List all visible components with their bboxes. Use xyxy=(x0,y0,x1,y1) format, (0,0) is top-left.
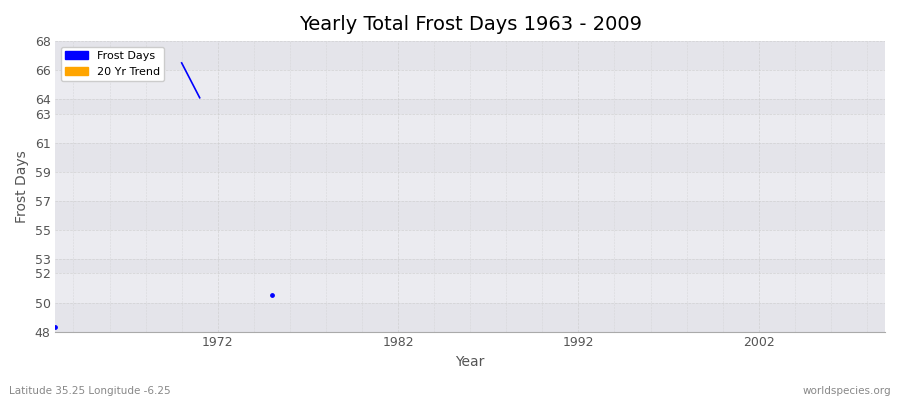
Bar xyxy=(56,41,885,70)
Text: worldspecies.org: worldspecies.org xyxy=(803,386,891,396)
Title: Yearly Total Frost Days 1963 - 2009: Yearly Total Frost Days 1963 - 2009 xyxy=(299,15,642,34)
Bar xyxy=(56,172,885,201)
Bar xyxy=(56,302,885,332)
Bar xyxy=(56,99,885,114)
Y-axis label: Frost Days: Frost Days xyxy=(15,150,29,223)
Point xyxy=(49,324,63,330)
Bar xyxy=(56,274,885,302)
Text: Latitude 35.25 Longitude -6.25: Latitude 35.25 Longitude -6.25 xyxy=(9,386,171,396)
Legend: Frost Days, 20 Yr Trend: Frost Days, 20 Yr Trend xyxy=(61,47,164,81)
Bar xyxy=(56,201,885,230)
Bar xyxy=(56,143,885,172)
X-axis label: Year: Year xyxy=(455,355,485,369)
Point xyxy=(265,292,279,298)
Bar xyxy=(56,259,885,274)
Bar xyxy=(56,114,885,143)
Bar xyxy=(56,230,885,259)
Bar xyxy=(56,70,885,99)
